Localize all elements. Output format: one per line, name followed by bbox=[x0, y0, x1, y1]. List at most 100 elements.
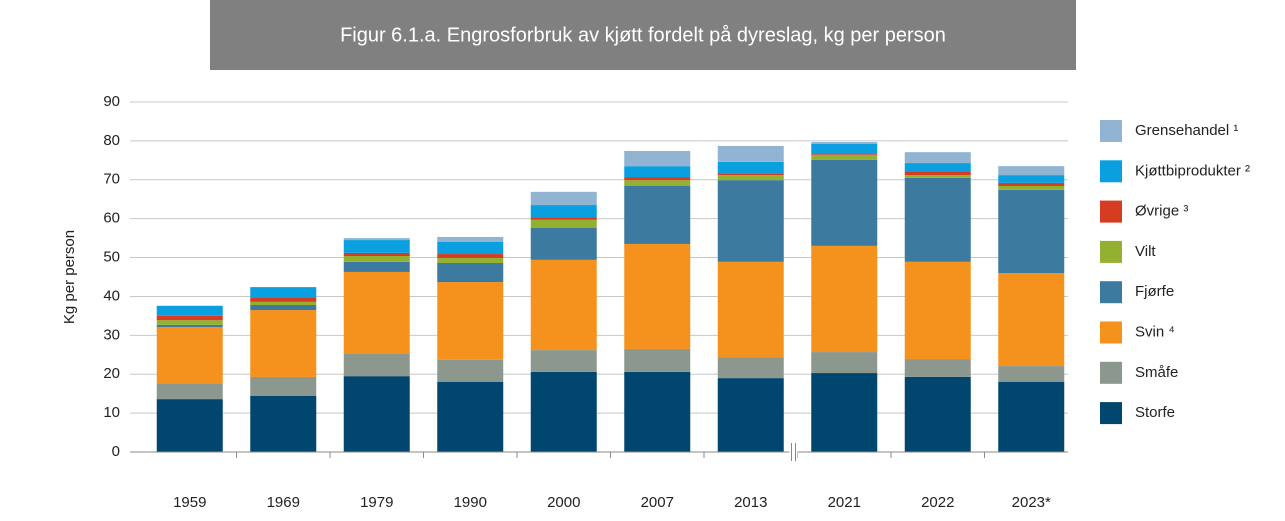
bar-segment bbox=[437, 257, 504, 263]
bar-segment bbox=[811, 352, 878, 374]
title-bar bbox=[210, 0, 1076, 70]
bar-segment bbox=[343, 252, 410, 256]
legend-swatch bbox=[1100, 240, 1122, 263]
bar-segment bbox=[530, 205, 597, 218]
y-tick-label: 80 bbox=[103, 132, 120, 149]
bar-segment bbox=[998, 273, 1065, 367]
legend-swatch bbox=[1100, 120, 1122, 142]
x-tick-label: 1969 bbox=[267, 494, 300, 511]
bar-segment bbox=[998, 186, 1065, 190]
bar-segment bbox=[904, 175, 971, 178]
y-axis-label: Kg per person bbox=[61, 230, 78, 324]
bar-segment bbox=[717, 180, 784, 262]
bar-segment bbox=[437, 359, 504, 382]
x-tick-label: 2023* bbox=[1012, 494, 1051, 511]
bar-segment bbox=[624, 348, 691, 372]
bar-segment bbox=[717, 261, 784, 358]
legend-swatch bbox=[1100, 160, 1122, 183]
bar-segment bbox=[343, 240, 410, 253]
legend-label: Svin ⁴ bbox=[1135, 323, 1175, 340]
x-tick-label: 2022 bbox=[921, 494, 954, 511]
bar-segment bbox=[156, 305, 223, 316]
bar-segment bbox=[156, 320, 223, 325]
x-tick-label: 2013 bbox=[734, 494, 767, 511]
bar-segment bbox=[530, 259, 597, 351]
bar-segment bbox=[717, 173, 784, 176]
bar-segment bbox=[530, 219, 597, 228]
bar-segment bbox=[717, 357, 784, 379]
x-tick-label: 2000 bbox=[547, 494, 580, 511]
bar-segment bbox=[250, 396, 317, 452]
bar-segment bbox=[250, 310, 317, 377]
y-tick-label: 10 bbox=[103, 404, 120, 421]
legend-label: Vilt bbox=[1135, 243, 1156, 260]
bar-segment bbox=[811, 154, 878, 160]
legend-label: Fjørfe bbox=[1135, 283, 1174, 300]
bar-segment bbox=[437, 282, 504, 360]
x-tick-label: 1959 bbox=[173, 494, 206, 511]
bar-segment bbox=[530, 371, 597, 452]
bar-segment bbox=[530, 350, 597, 372]
bar-segment bbox=[156, 327, 223, 384]
bar-segment bbox=[904, 177, 971, 262]
legend-swatch bbox=[1100, 200, 1122, 223]
y-tick-label: 40 bbox=[103, 287, 120, 304]
bar-segment bbox=[624, 180, 691, 186]
legend-swatch bbox=[1100, 361, 1122, 384]
legend-label: Storfe bbox=[1135, 404, 1175, 421]
bar-segment bbox=[998, 366, 1065, 382]
y-tick-label: 30 bbox=[103, 326, 120, 343]
x-tick-label: 2007 bbox=[641, 494, 674, 511]
bar-segment bbox=[904, 152, 971, 164]
legend-swatch bbox=[1100, 321, 1122, 344]
bar-segment bbox=[624, 243, 691, 349]
bar-segment bbox=[343, 354, 410, 377]
bar-segment bbox=[904, 376, 971, 452]
bar-segment bbox=[998, 182, 1065, 186]
axis-break bbox=[789, 442, 798, 462]
bar-segment bbox=[998, 175, 1065, 183]
bar-segment bbox=[343, 238, 410, 241]
bar-segment bbox=[250, 305, 317, 311]
bar-segment bbox=[904, 172, 971, 176]
bar-segment bbox=[717, 378, 784, 452]
bar-segment bbox=[343, 261, 410, 272]
bar-segment bbox=[250, 287, 317, 298]
bar-segment bbox=[624, 186, 691, 244]
y-tick-label: 70 bbox=[103, 171, 120, 188]
y-tick-label: 20 bbox=[103, 365, 120, 382]
bar-segment bbox=[437, 242, 504, 255]
bar-segment bbox=[811, 159, 878, 246]
bar-segment bbox=[811, 373, 878, 452]
bar-segment bbox=[624, 151, 691, 167]
bar-segment bbox=[437, 382, 504, 452]
bar-segment bbox=[343, 271, 410, 354]
bar-segment bbox=[156, 399, 223, 452]
legend-label: Kjøttbiprodukter ² bbox=[1135, 162, 1250, 179]
bar-segment bbox=[156, 315, 223, 321]
bar-segment bbox=[624, 371, 691, 452]
bar-segment bbox=[811, 154, 878, 155]
bar-segment bbox=[530, 191, 597, 206]
bar-segment bbox=[904, 163, 971, 172]
bar-segment bbox=[717, 145, 784, 162]
bar-segment bbox=[998, 189, 1065, 274]
bar-segment bbox=[156, 383, 223, 400]
bar-segment bbox=[904, 359, 971, 377]
bar-segment bbox=[530, 217, 597, 220]
x-tick-label: 1990 bbox=[454, 494, 487, 511]
bar-segment bbox=[811, 142, 878, 144]
bar-segment bbox=[437, 236, 504, 242]
legend-swatch bbox=[1100, 402, 1122, 425]
bar-segment bbox=[343, 256, 410, 262]
bar-segment bbox=[811, 245, 878, 353]
bar-segment bbox=[250, 298, 317, 302]
legend-label: Øvrige ³ bbox=[1135, 203, 1188, 220]
chart-title: Figur 6.1.a. Engrosforbruk av kjøtt ford… bbox=[340, 24, 946, 46]
bar-segment bbox=[343, 376, 410, 452]
bar-segment bbox=[998, 166, 1065, 176]
bar-segment bbox=[530, 228, 597, 260]
x-tick-label: 2021 bbox=[828, 494, 861, 511]
y-tick-label: 60 bbox=[103, 210, 120, 227]
